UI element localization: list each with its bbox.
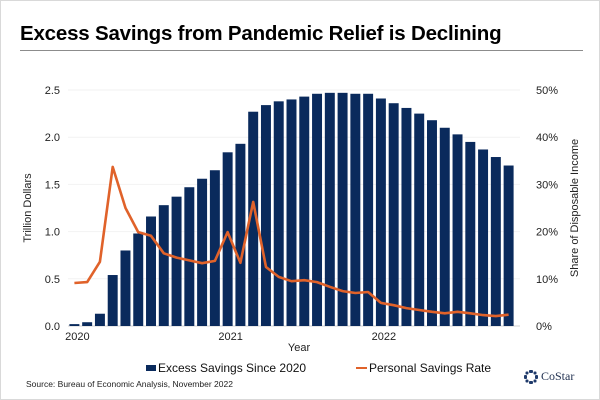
bar: [260, 105, 271, 326]
bar: [299, 96, 310, 326]
bar: [337, 92, 348, 326]
savings-rate-line: [74, 165, 509, 318]
bar: [146, 216, 156, 326]
source-note: Source: Bureau of Economic Analysis, Nov…: [26, 379, 233, 389]
bar: [439, 127, 450, 326]
left-tick-label: 1.0: [45, 227, 60, 239]
bar: [503, 165, 514, 326]
chart-title: Excess Savings from Pandemic Relief is D…: [20, 22, 502, 45]
costar-logo-icon: [524, 369, 538, 384]
bar: [452, 134, 463, 326]
bar-series: [69, 92, 514, 326]
legend-item-excess-savings: Excess Savings Since 2020: [146, 361, 306, 375]
bar: [350, 93, 361, 326]
legend-bar-swatch: [146, 365, 156, 371]
left-tick-label: 0.0: [45, 321, 60, 333]
bar: [324, 92, 335, 326]
legend-label-savings-rate: Personal Savings Rate: [369, 361, 492, 375]
bar: [82, 322, 93, 326]
bar: [133, 233, 144, 326]
bar: [414, 113, 425, 326]
left-tick-label: 1.5: [45, 179, 60, 191]
bar: [209, 170, 220, 326]
bar: [286, 99, 297, 326]
right-axis-ticks: 0% 10% 20% 30% 40% 50%: [536, 85, 558, 333]
left-axis-ticks: 0.0 0.5 1.0 1.5 2.0 2.5: [45, 85, 60, 333]
bar: [120, 250, 131, 326]
right-tick-label: 0%: [536, 321, 552, 333]
right-tick-label: 30%: [536, 179, 558, 191]
bar: [197, 178, 208, 326]
bar: [235, 143, 246, 326]
bar: [171, 196, 182, 326]
bar: [222, 152, 233, 326]
bar: [363, 93, 374, 326]
left-tick-label: 0.5: [45, 274, 60, 286]
bar: [248, 111, 259, 326]
legend-label-excess-savings: Excess Savings Since 2020: [158, 361, 307, 375]
line-series: [74, 165, 509, 318]
legend-item-savings-rate: Personal Savings Rate: [356, 361, 491, 375]
legend-line-swatch: [356, 367, 367, 369]
bar: [490, 157, 501, 326]
bar: [465, 141, 476, 326]
x-axis-ticks: 2020 2021 2022: [65, 331, 396, 343]
bar: [478, 149, 489, 326]
right-axis-title: Share of Disposable Income: [569, 139, 581, 277]
right-tick-label: 40%: [536, 132, 558, 144]
bar: [158, 205, 169, 326]
bar: [69, 324, 80, 326]
bar: [107, 275, 118, 326]
right-tick-label: 10%: [536, 274, 558, 286]
bar: [427, 120, 437, 326]
bar: [184, 187, 195, 326]
bar: [94, 313, 105, 326]
bar: [401, 107, 412, 326]
right-tick-label: 50%: [536, 85, 558, 97]
title-divider: [20, 50, 583, 51]
left-tick-label: 2.5: [45, 85, 60, 97]
right-tick-label: 20%: [536, 227, 558, 239]
bar: [273, 101, 284, 326]
costar-logo-text: CoStar: [541, 369, 575, 383]
bar: [388, 103, 399, 326]
x-tick-label: 2022: [372, 331, 396, 343]
left-tick-label: 2.0: [45, 132, 60, 144]
bar: [375, 98, 386, 326]
x-tick-label: 2021: [218, 331, 242, 343]
left-axis-title: Trillion Dollars: [22, 173, 34, 243]
costar-logo: CoStar: [524, 369, 574, 384]
bar: [312, 93, 323, 326]
x-axis-title: Year: [288, 342, 311, 354]
x-tick-label: 2020: [65, 331, 89, 343]
